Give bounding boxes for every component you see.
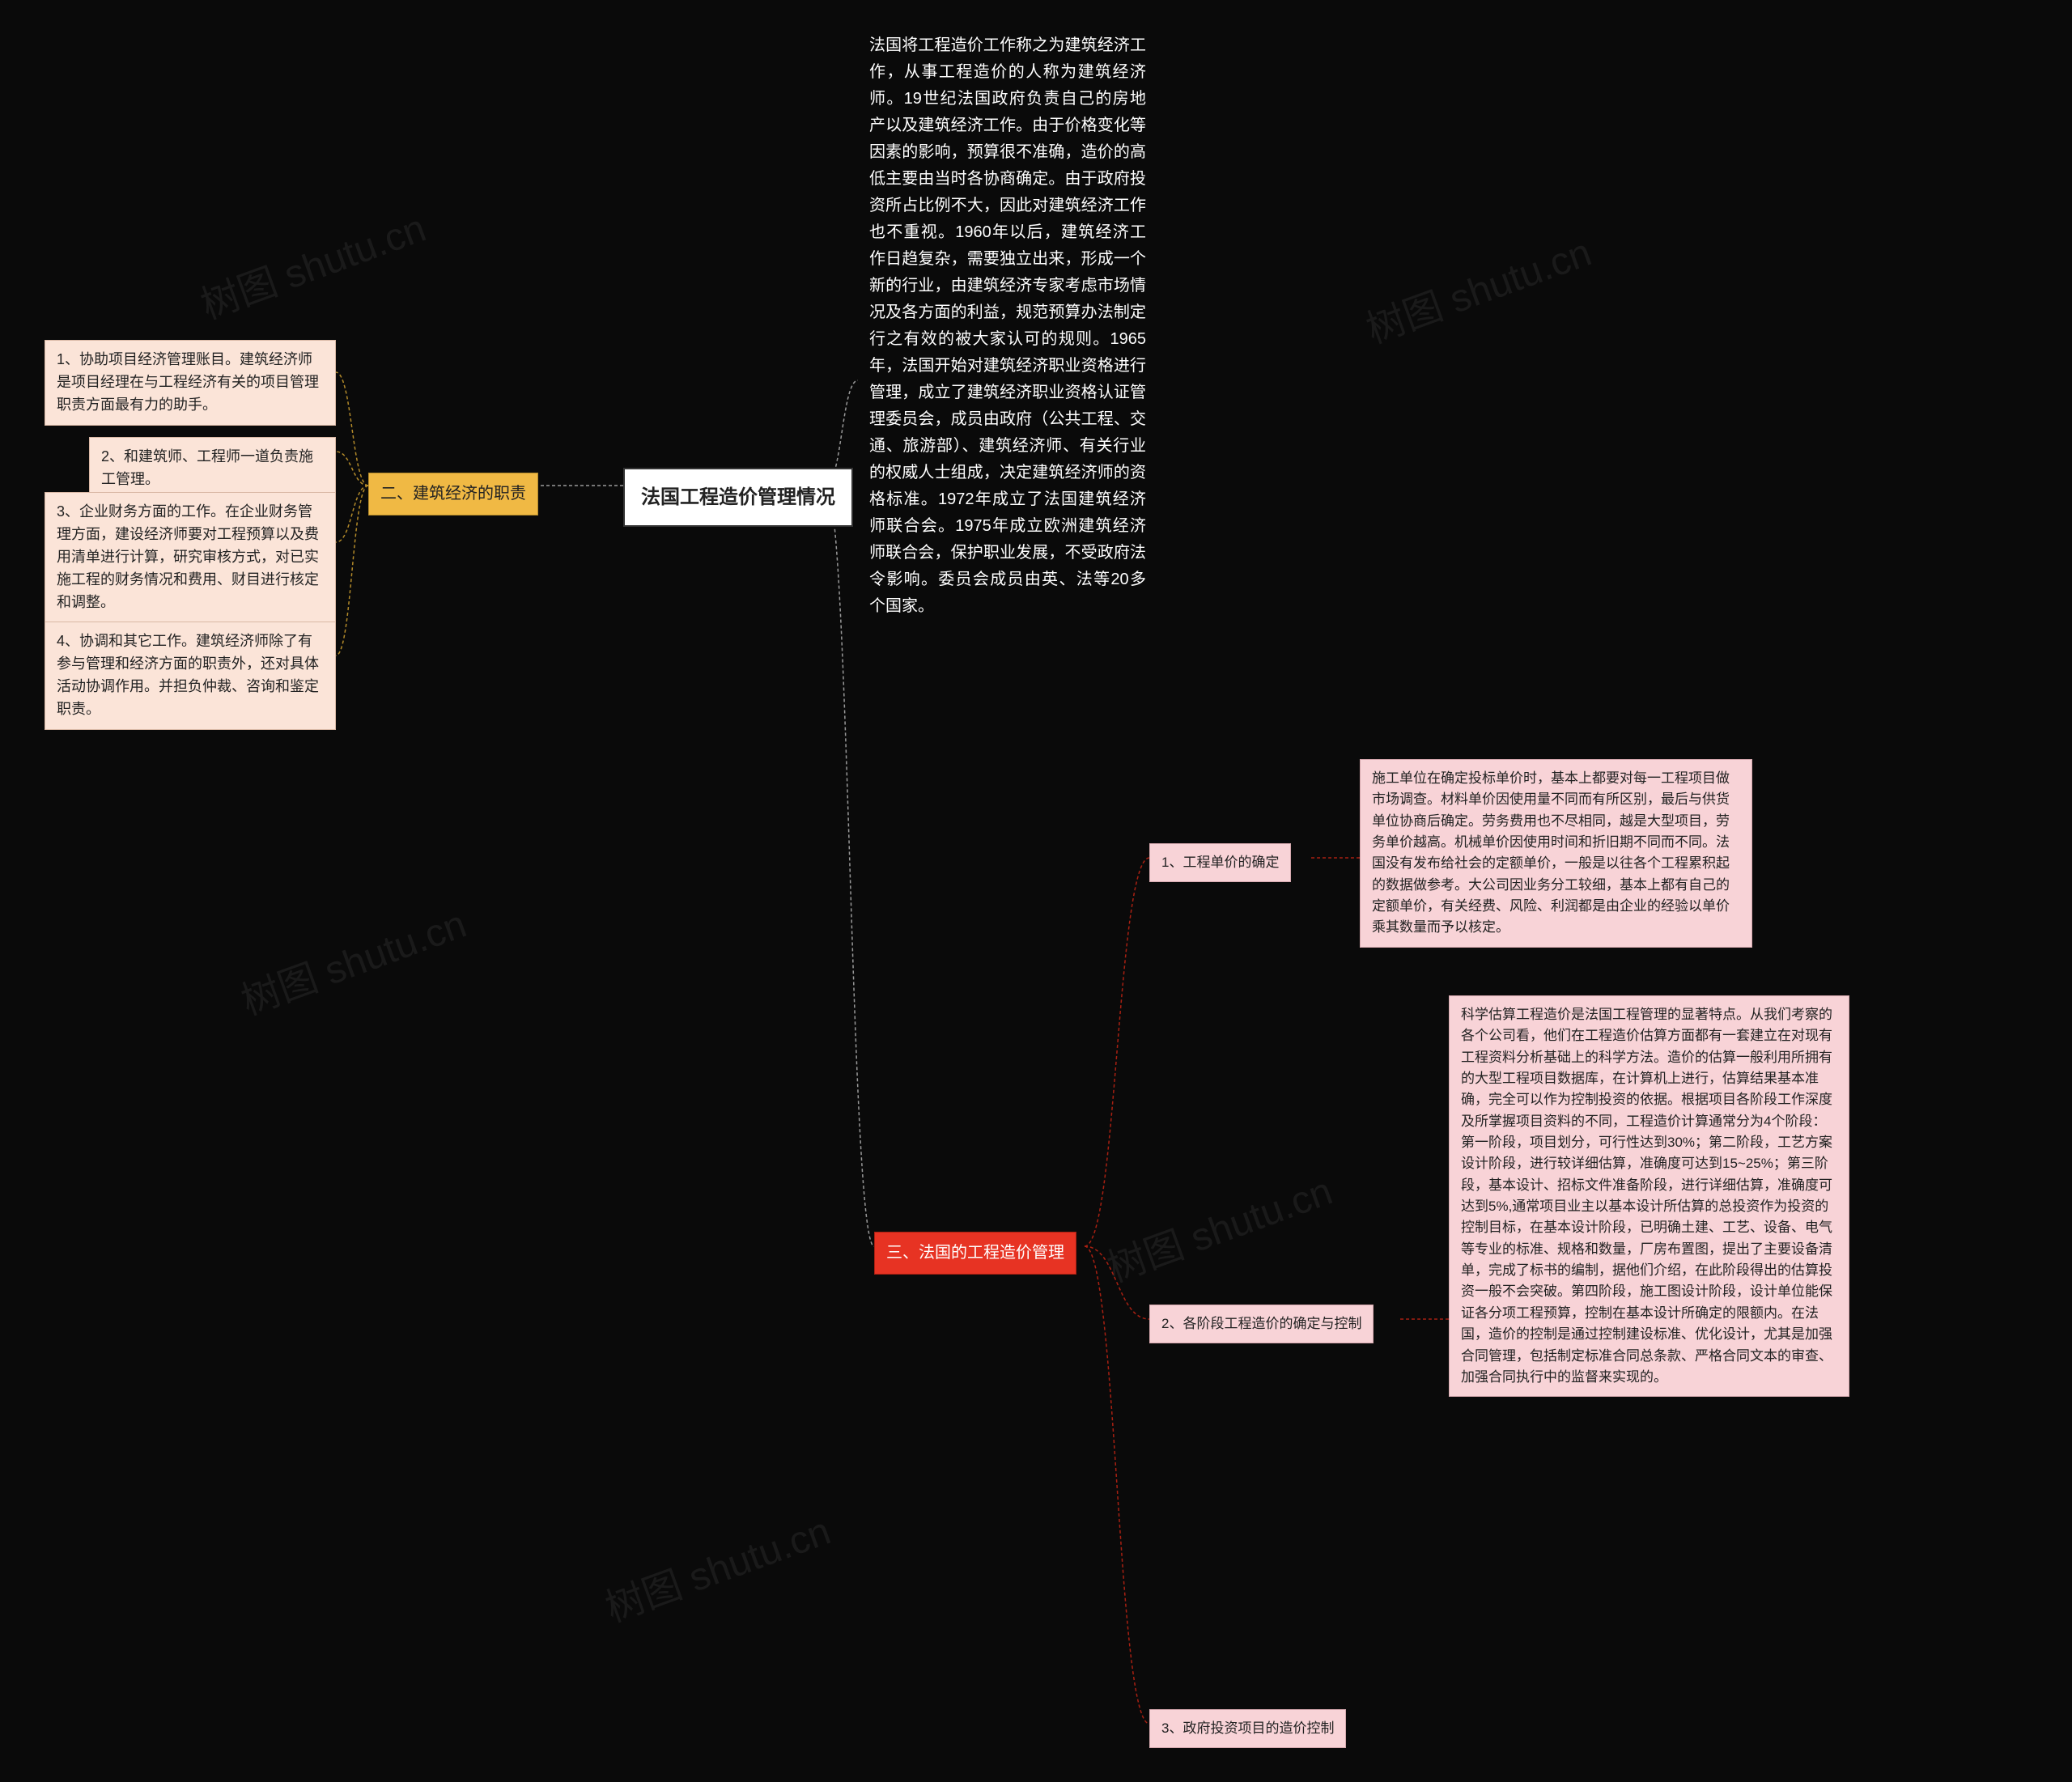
section3-item-2-title[interactable]: 2、各阶段工程造价的确定与控制	[1149, 1305, 1374, 1343]
section2-item-2[interactable]: 2、和建筑师、工程师一道负责施工管理。	[89, 437, 336, 500]
watermark: 树图 shutu.cn	[597, 1499, 837, 1632]
section3-node[interactable]: 三、法国的工程造价管理	[874, 1232, 1076, 1275]
section2-item-3[interactable]: 3、企业财务方面的工作。在企业财务管理方面，建设经济师要对工程预算以及费用清单进…	[45, 492, 336, 622]
section3-item-3-title[interactable]: 3、政府投资项目的造价控制	[1149, 1709, 1346, 1748]
section3-item-1-title[interactable]: 1、工程单价的确定	[1149, 843, 1291, 882]
root-node[interactable]: 法国工程造价管理情况	[623, 468, 853, 527]
section2-node[interactable]: 二、建筑经济的职责	[368, 473, 538, 516]
watermark: 树图 shutu.cn	[1357, 220, 1598, 354]
watermark: 树图 shutu.cn	[1098, 1159, 1339, 1292]
watermark: 树图 shutu.cn	[232, 892, 473, 1025]
section3-item-2-detail: 科学估算工程造价是法国工程管理的显著特点。从我们考察的各个公司看，他们在工程造价…	[1449, 995, 1849, 1397]
section2-item-4[interactable]: 4、协调和其它工作。建筑经济师除了有参与管理和经济方面的职责外，还对具体活动协调…	[45, 622, 336, 730]
watermark: 树图 shutu.cn	[192, 196, 432, 329]
section2-item-1[interactable]: 1、协助项目经济管理账目。建筑经济师是项目经理在与工程经济有关的项目管理职责方面…	[45, 340, 336, 426]
section3-item-1-detail: 施工单位在确定投标单价时，基本上都要对每一工程项目做市场调查。材料单价因使用量不…	[1360, 759, 1752, 948]
section1-paragraph: 法国将工程造价工作称之为建筑经济工作，从事工程造价的人称为建筑经济师。19世纪法…	[858, 24, 1157, 628]
